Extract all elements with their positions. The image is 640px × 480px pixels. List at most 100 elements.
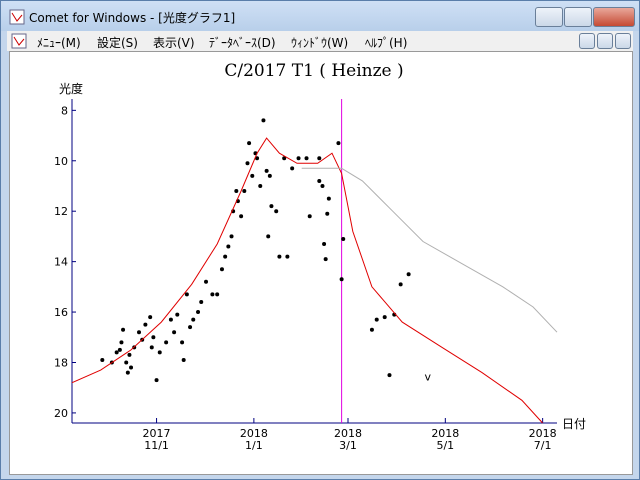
observation bbox=[154, 378, 159, 383]
menu-item[interactable]: ｳｨﾝﾄﾞｳ(W) bbox=[291, 36, 349, 50]
observation bbox=[196, 310, 201, 315]
observation bbox=[323, 257, 328, 262]
observation bbox=[143, 322, 148, 327]
observation bbox=[320, 183, 325, 188]
observation bbox=[282, 156, 287, 161]
observation bbox=[406, 272, 411, 277]
menu-item[interactable]: ﾃﾞｰﾀﾍﾞｰｽ(D) bbox=[209, 36, 276, 50]
observation bbox=[223, 254, 228, 259]
annotation: v bbox=[425, 370, 432, 383]
observation bbox=[175, 312, 180, 317]
child-icon bbox=[11, 33, 27, 49]
menu-item[interactable]: ﾍﾙﾌﾟ(H) bbox=[365, 36, 408, 50]
minimize-button[interactable] bbox=[535, 7, 563, 27]
menu-item[interactable]: ﾒﾆｭｰ(M) bbox=[37, 36, 81, 50]
observation bbox=[137, 330, 142, 335]
observation bbox=[325, 211, 330, 216]
observation bbox=[387, 373, 392, 378]
y-tick-label: 8 bbox=[61, 104, 68, 117]
observation bbox=[125, 370, 130, 375]
chart-title: C/2017 T1 ( Heinze ) bbox=[224, 61, 403, 81]
x-tick-label: 1/1 bbox=[245, 439, 263, 452]
observation bbox=[274, 209, 279, 214]
child-minimize[interactable] bbox=[579, 33, 595, 49]
child-close[interactable] bbox=[615, 33, 631, 49]
y-tick-label: 12 bbox=[54, 205, 68, 218]
x-tick-label: 3/1 bbox=[339, 439, 357, 452]
observation bbox=[255, 156, 260, 161]
y-tick-label: 20 bbox=[54, 407, 68, 420]
observation bbox=[226, 244, 231, 249]
observation bbox=[127, 352, 132, 357]
observation bbox=[258, 183, 263, 188]
close-button[interactable] bbox=[593, 7, 635, 27]
observation bbox=[374, 317, 379, 322]
y-tick-label: 18 bbox=[54, 356, 68, 369]
x-axis-label: 日付 bbox=[562, 417, 586, 431]
x-tick-label: 2018 bbox=[240, 427, 268, 440]
observation bbox=[250, 173, 255, 178]
observation bbox=[307, 214, 312, 219]
observation bbox=[317, 178, 322, 183]
y-tick-label: 14 bbox=[54, 256, 68, 269]
menu-item[interactable]: 表示(V) bbox=[153, 36, 195, 50]
observation bbox=[285, 254, 290, 259]
observation bbox=[119, 340, 124, 345]
observation bbox=[117, 347, 122, 352]
observation bbox=[369, 327, 374, 332]
app-icon bbox=[9, 9, 25, 25]
observation bbox=[336, 141, 341, 146]
observation bbox=[317, 156, 322, 161]
observation bbox=[129, 365, 134, 370]
observation bbox=[269, 204, 274, 209]
observation bbox=[326, 196, 331, 201]
observation bbox=[290, 166, 295, 171]
observation bbox=[239, 214, 244, 219]
observation bbox=[100, 357, 105, 362]
x-tick-label: 5/1 bbox=[436, 439, 454, 452]
observation bbox=[172, 330, 177, 335]
observation bbox=[188, 325, 193, 330]
observation bbox=[341, 236, 346, 241]
observation bbox=[398, 282, 403, 287]
y-axis-label: 光度 bbox=[59, 81, 83, 96]
observation bbox=[261, 118, 266, 123]
observation bbox=[148, 315, 153, 320]
observation bbox=[277, 254, 282, 259]
observation bbox=[322, 241, 327, 246]
curve bbox=[71, 137, 543, 424]
observation bbox=[184, 292, 189, 297]
observation bbox=[149, 345, 154, 350]
observation bbox=[247, 141, 252, 146]
observation bbox=[242, 189, 247, 194]
observation bbox=[121, 327, 126, 332]
menu-bar: ﾒﾆｭｰ(M) 設定(S) 表示(V) ﾃﾞｰﾀﾍﾞｰｽ(D) ｳｨﾝﾄﾞｳ(W) ﾍﾙﾌ… bbox=[7, 31, 633, 51]
observation bbox=[168, 317, 173, 322]
maximize-button[interactable] bbox=[564, 7, 592, 27]
observation bbox=[296, 156, 301, 161]
observation bbox=[181, 357, 186, 362]
observation bbox=[151, 335, 156, 340]
observation bbox=[191, 317, 196, 322]
x-tick-label: 2018 bbox=[431, 427, 459, 440]
observation bbox=[180, 340, 185, 345]
observation bbox=[164, 340, 169, 345]
observation bbox=[229, 234, 234, 239]
observation bbox=[267, 173, 272, 178]
observation bbox=[382, 315, 387, 320]
child-restore[interactable] bbox=[597, 33, 613, 49]
menu-item[interactable]: 設定(S) bbox=[97, 36, 138, 50]
x-tick-label: 2018 bbox=[334, 427, 362, 440]
x-tick-label: 7/1 bbox=[534, 439, 552, 452]
observation bbox=[264, 168, 269, 173]
window-title: Comet for Windows - [光度グラフ1] bbox=[29, 11, 236, 25]
observation bbox=[114, 350, 119, 355]
observation bbox=[245, 161, 250, 166]
observation bbox=[304, 156, 309, 161]
observation bbox=[157, 350, 162, 355]
title-bar: Comet for Windows - [光度グラフ1] bbox=[1, 1, 639, 31]
chart: C/2017 T1 ( Heinze ) 光度 日付 8 10 12 14 16 18 20… bbox=[54, 61, 586, 452]
observation bbox=[210, 292, 215, 297]
